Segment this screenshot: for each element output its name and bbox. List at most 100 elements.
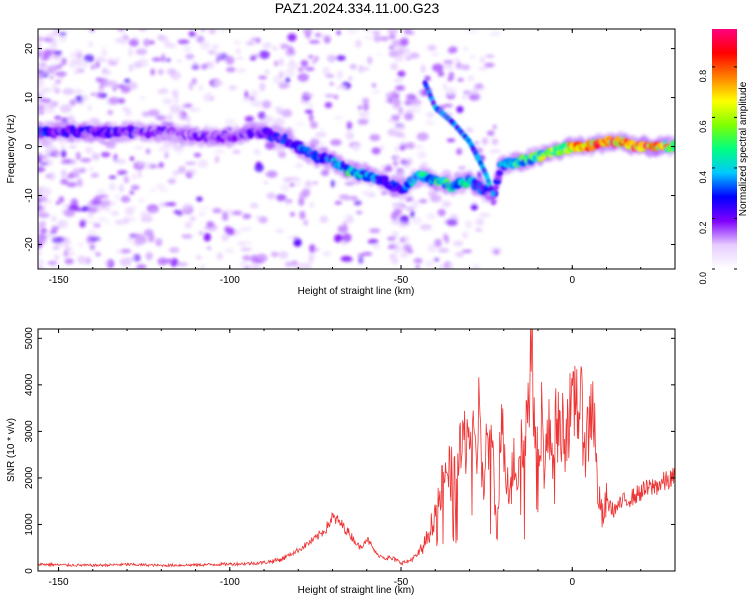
noise-blob: [387, 29, 399, 34]
noise-blob: [448, 262, 454, 269]
noise-blob: [101, 56, 106, 63]
noise-blob: [69, 59, 75, 69]
noise-blob: [445, 235, 450, 244]
noise-blob: [212, 208, 222, 214]
noise-blob: [347, 121, 353, 130]
noise-blob: [438, 264, 446, 269]
noise-blob: [461, 249, 473, 253]
noise-blob: [326, 54, 337, 62]
noise-blob: [305, 32, 311, 39]
noise-blob: [172, 144, 184, 151]
y-tick-label: 1000: [24, 513, 35, 536]
noise-blob: [164, 42, 175, 48]
colorbar-tick-label: 0.4: [698, 171, 708, 184]
noise-blob: [206, 246, 212, 250]
noise-blob: [38, 258, 45, 266]
noise-blob: [371, 83, 377, 88]
noise-blob: [239, 261, 248, 268]
noise-blob: [342, 233, 352, 243]
noise-blob: [393, 249, 400, 254]
noise-blob: [224, 248, 235, 254]
noise-blob: [332, 116, 344, 120]
noise-blob: [456, 148, 463, 156]
noise-blob: [330, 139, 342, 146]
noise-blob: [157, 68, 164, 76]
noise-blob: [392, 104, 400, 110]
noise-blob: [225, 55, 235, 65]
noise-blob: [471, 86, 479, 95]
noise-blob: [58, 196, 65, 204]
noise-blob: [272, 46, 277, 51]
noise-blob: [66, 173, 74, 179]
noise-blob: [470, 55, 475, 59]
noise-blob: [65, 181, 77, 187]
noise-blob: [399, 221, 407, 228]
noise-blob: [420, 64, 426, 74]
noise-blob: [65, 158, 76, 165]
colorbar-bar: [712, 29, 737, 269]
noise-blob: [233, 40, 242, 45]
noise-blob: [281, 109, 293, 118]
noise-blob: [214, 155, 220, 164]
noise-blob: [213, 149, 226, 154]
noise-blob: [369, 228, 381, 234]
noise-blob: [38, 83, 41, 90]
noise-blob: [162, 140, 174, 148]
noise-blob: [49, 75, 54, 80]
noise-blob: [396, 171, 406, 176]
noise-blob: [64, 258, 74, 265]
noise-blob: [157, 34, 165, 41]
noise-blob: [42, 187, 52, 196]
x-tick-label: -100: [220, 275, 240, 286]
noise-blob: [471, 263, 481, 269]
noise-blob: [191, 79, 197, 86]
noise-blob: [221, 213, 229, 222]
noise-blob: [405, 55, 412, 61]
noise-blob: [69, 145, 77, 149]
noise-blob: [336, 30, 341, 35]
noise-blob: [386, 164, 392, 172]
noise-blob: [403, 163, 411, 169]
noise-blob: [44, 150, 51, 157]
y-tick-label: 4000: [24, 373, 35, 396]
noise-blob: [55, 79, 62, 84]
noise-blob: [371, 90, 381, 94]
noise-blob: [391, 90, 397, 98]
noise-blob: [330, 179, 335, 188]
noise-blob: [42, 196, 47, 201]
noise-blob: [278, 150, 287, 159]
noise-blob: [117, 29, 125, 32]
noise-blob: [143, 38, 151, 47]
noise-blob: [410, 209, 415, 219]
noise-blob: [434, 238, 442, 248]
noise-blob: [131, 173, 137, 180]
noise-blob: [353, 200, 362, 206]
noise-blob: [193, 153, 202, 158]
noise-blob: [403, 112, 414, 121]
noise-blob: [466, 29, 478, 35]
signal-blobs: [38, 79, 675, 206]
noise-blob: [333, 94, 339, 100]
noise-blob: [49, 54, 61, 61]
snr-series-line: [38, 329, 675, 568]
noise-blob: [59, 104, 72, 113]
noise-blob: [104, 204, 111, 212]
noise-blob: [462, 45, 469, 52]
noise-blob: [470, 203, 478, 211]
noise-blob: [167, 112, 173, 122]
noise-blob: [97, 204, 103, 213]
noise-blob: [427, 243, 437, 253]
noise-blob: [124, 109, 132, 116]
noise-blob: [301, 188, 311, 197]
noise-blob: [87, 104, 93, 111]
noise-blob: [417, 151, 427, 160]
noise-blob: [95, 91, 104, 99]
noise-blob: [481, 198, 487, 204]
noise-blob: [203, 232, 211, 242]
noise-blob: [175, 59, 183, 64]
colorbar-label: Normalized spectral amplitude: [738, 81, 749, 216]
noise-blob: [303, 219, 309, 226]
noise-blob: [65, 115, 75, 122]
